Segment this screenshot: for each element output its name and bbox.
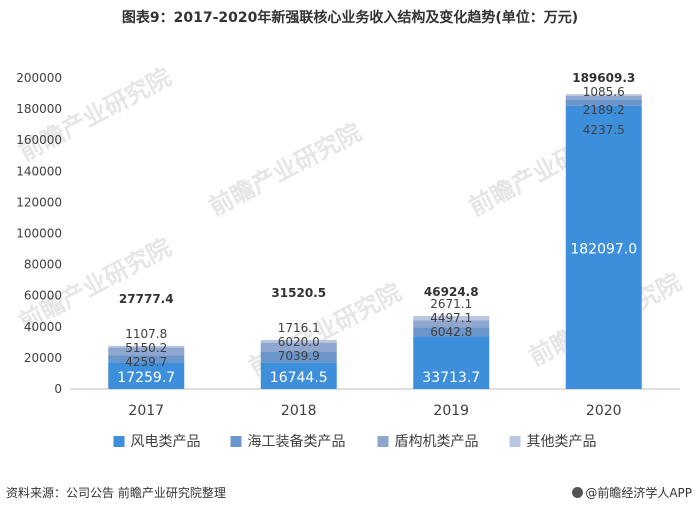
legend-swatch [377,436,389,447]
brand-logo-icon [572,487,584,498]
legend-label: 盾构机类产品 [395,434,479,450]
bar-segment [565,94,642,96]
legend-label: 风电类产品 [131,434,201,450]
y-tick-label: 160000 [16,133,62,147]
bar-segment [108,345,185,348]
legend-label: 其他类产品 [527,434,597,450]
data-label: 6020.0 [278,335,320,349]
x-tick-label: 2020 [586,403,622,419]
data-label: 1107.8 [125,327,167,341]
total-label: 189609.3 [572,71,635,85]
bar-segment [565,105,642,389]
data-label: 5150.2 [125,341,167,355]
bar-segment [260,339,337,343]
y-tick-label: 100000 [16,227,62,241]
legend-swatch [230,436,242,447]
total-label: 27777.4 [119,292,174,306]
bar-segment [108,355,185,363]
data-label: 1085.6 [583,85,625,99]
bar-segment [260,352,337,363]
data-label: 33713.7 [422,370,480,386]
data-label: 182097.0 [570,241,637,257]
bar-segment [413,316,490,321]
data-label: 4259.7 [125,355,167,369]
chart-title: 图表9：2017-2020年新强联核心业务收入结构及变化趋势(单位：万元) [121,10,579,26]
legend-swatch [509,436,521,447]
bar-segment [260,342,337,353]
stacked-bar-chart: 0 20000 40000 60000 80000 100000 120000 140000 1… [16,71,680,450]
bar-segment [413,327,490,337]
bar-segment [413,336,490,389]
data-label: 6042.8 [430,325,472,339]
x-tick-label: 2019 [433,403,469,419]
legend-label: 海工装备类产品 [248,433,346,450]
y-tick-label: 120000 [16,195,62,209]
bar-segment [108,347,185,356]
x-tick-label: 2018 [281,403,317,419]
data-label: 17259.7 [117,370,175,386]
y-tick-label: 140000 [16,164,62,178]
data-label: 16744.5 [270,370,328,386]
data-label: 4497.1 [430,311,472,325]
data-label: 7039.9 [278,349,320,363]
total-label: 46924.8 [424,285,479,299]
bar-segment [413,320,490,328]
x-tick-label: 2017 [128,403,164,419]
y-tick-label: 0 [54,382,62,396]
data-label: 1716.1 [278,321,320,335]
bar-segment [108,362,185,389]
source-note: 资料来源：公司公告 前瞻产业研究院整理 [6,486,226,500]
y-tick-label: 180000 [16,102,62,116]
brand-credit: @前瞻经济学人APP [572,484,692,501]
data-label: 2671.1 [430,297,472,311]
y-tick-label: 20000 [24,351,62,365]
data-label: 2189.2 [583,103,625,117]
legend-swatch [113,436,125,447]
y-tick-label: 40000 [24,320,62,334]
brand-text: @前瞻经济学人APP [585,486,692,500]
y-tick-label: 60000 [24,289,62,303]
data-label: 4237.5 [583,123,625,137]
bar-segment [565,95,642,100]
total-label: 31520.5 [271,286,326,300]
bar-segment [260,362,337,389]
y-tick-label: 200000 [16,71,62,85]
bar-segment [565,99,642,106]
y-tick-label: 80000 [24,258,62,272]
